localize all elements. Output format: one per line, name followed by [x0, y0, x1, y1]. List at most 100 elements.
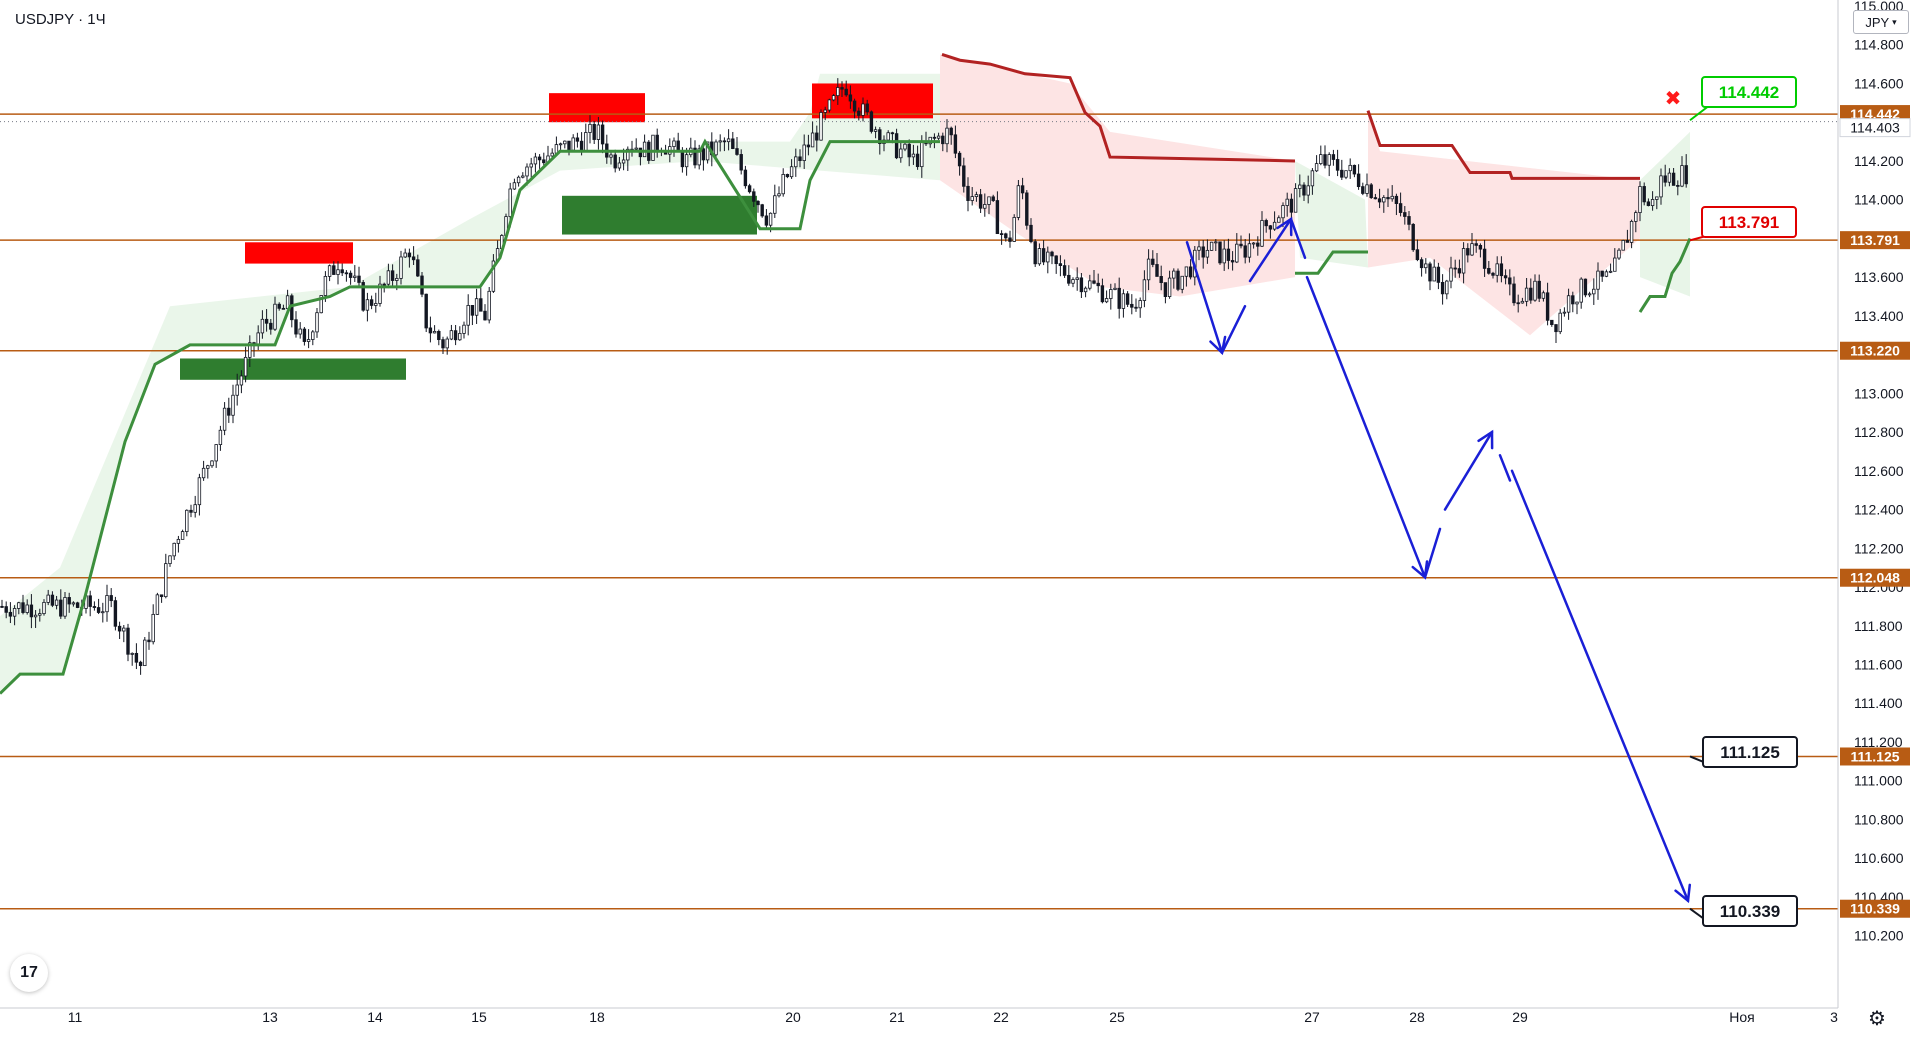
candle-body: [1583, 278, 1588, 296]
candle-body: [458, 333, 462, 341]
y-tick-label: 111.200: [1854, 734, 1903, 750]
candle-body: [1445, 280, 1449, 295]
candle-body: [1113, 287, 1117, 290]
downtrend-fill-2: [1368, 112, 1640, 336]
time-scale-bg: [0, 1008, 1838, 1044]
candle-body: [567, 140, 571, 151]
candle-body: [907, 143, 911, 158]
candle-body: [1503, 275, 1508, 279]
candle-body: [390, 270, 395, 281]
time-scale: 11 13 14 15 18 20 21 22 25 27 28 29 Ноя 3: [0, 1007, 1838, 1044]
forecast-layer: ✖: [1185, 88, 1692, 904]
candle-body: [428, 327, 433, 334]
candle-body: [1058, 263, 1063, 266]
candle-body: [1403, 212, 1407, 217]
price-scale: 110.200110.400110.600110.800111.000111.2…: [1837, 0, 1920, 1044]
candle-body: [1138, 300, 1142, 309]
tradingview-logo[interactable]: 17: [10, 954, 48, 992]
candle-body: [1461, 248, 1466, 274]
candle-body: [1466, 248, 1470, 256]
candle-body: [1625, 240, 1630, 243]
candle-body: [239, 375, 244, 386]
callout-label: 110.339: [1720, 902, 1781, 921]
x-tick-label: 28: [1409, 1009, 1425, 1025]
candle-body: [1062, 265, 1067, 276]
symbol-header[interactable]: USDJPY · 1Ч: [12, 10, 109, 29]
supertrend-up-1: [0, 138, 940, 695]
candle-body: [1012, 217, 1016, 242]
candle-body: [1600, 270, 1604, 277]
candle-body: [697, 148, 701, 166]
candle-body: [777, 193, 781, 197]
candle-body: [1235, 243, 1239, 263]
candle-body: [483, 310, 487, 321]
candle-body: [248, 342, 252, 358]
candle-body: [815, 132, 819, 141]
candle-body: [600, 124, 605, 145]
candle-body: [1394, 195, 1399, 204]
candle-body: [1659, 175, 1663, 198]
candle-body: [1176, 270, 1180, 290]
y-tick-label: 113.000: [1854, 385, 1904, 401]
forecast-down-2b: [1305, 275, 1427, 579]
candle-body: [1617, 249, 1621, 259]
candle-body: [344, 272, 349, 275]
candle-body: [836, 87, 840, 97]
candle-body: [1020, 185, 1025, 194]
uptrend-fill-3: [1640, 131, 1690, 297]
currency-button[interactable]: JPY ▾: [1853, 10, 1909, 34]
candle-body: [722, 140, 727, 143]
candle-body: [17, 602, 21, 609]
candle-body: [579, 140, 584, 151]
candle-body: [1428, 263, 1432, 282]
candle-body: [399, 256, 403, 279]
candle-body: [1155, 264, 1159, 277]
gear-icon[interactable]: ⚙: [1868, 1008, 1886, 1030]
y-tick-label: 111.600: [1854, 656, 1903, 672]
candle-body: [584, 132, 588, 151]
last-price-label: 114.403: [1850, 120, 1900, 136]
candle-body: [1365, 184, 1369, 194]
forecast-down-3a: [1498, 454, 1512, 482]
candle-body: [1356, 173, 1361, 188]
candle-body: [806, 144, 811, 148]
candle-body: [1033, 241, 1037, 265]
candle-body: [155, 594, 160, 615]
candle-body: [1432, 266, 1436, 282]
candle-body: [1218, 241, 1222, 264]
candle-body: [794, 156, 798, 168]
candle-body: [96, 607, 101, 613]
candle-body: [684, 154, 689, 168]
candle-body: [1335, 159, 1340, 171]
x-tick-label: 21: [889, 1009, 905, 1025]
candle-body: [332, 265, 336, 275]
candle-body: [411, 256, 416, 261]
candle-body: [651, 134, 655, 161]
candle-body: [550, 152, 554, 157]
candle-body: [348, 272, 353, 278]
candle-body: [214, 444, 218, 462]
candle-body: [168, 555, 172, 565]
candle-body: [264, 318, 269, 324]
chevron-down-icon: ▾: [1892, 16, 1897, 27]
candle-body: [59, 599, 63, 617]
x-tick-label: 29: [1512, 1009, 1528, 1025]
candle-body: [1545, 292, 1550, 321]
candle-body: [1524, 287, 1529, 302]
candle-body: [521, 175, 525, 178]
candle-body: [138, 661, 143, 667]
candle-body: [1638, 186, 1642, 214]
candle-body: [1554, 324, 1558, 333]
candle-body: [1663, 175, 1667, 183]
candle-body: [626, 148, 630, 161]
candle-body: [999, 233, 1004, 236]
callout-box: [1701, 76, 1797, 108]
candle-body: [143, 639, 147, 667]
candle-body: [1533, 280, 1537, 301]
forecast-down-3b: [1510, 469, 1690, 903]
candle-body: [1159, 276, 1163, 284]
candle-body: [819, 112, 823, 141]
candle-body: [386, 270, 391, 285]
